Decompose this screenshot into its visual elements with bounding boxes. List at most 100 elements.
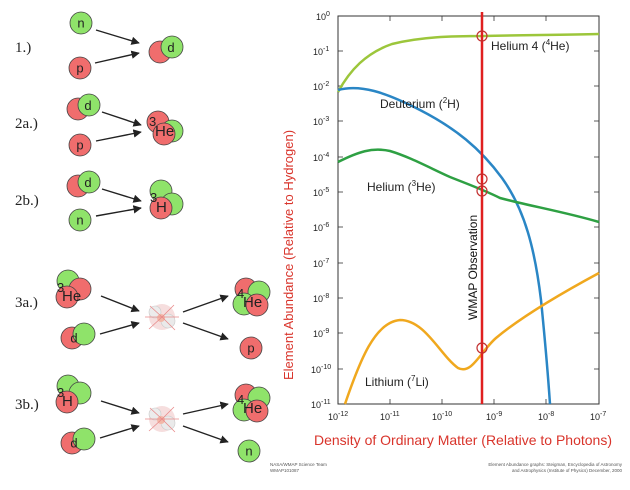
neutron-particle xyxy=(237,439,261,463)
y-tick-label: 10-11 xyxy=(311,399,331,410)
collision-burst xyxy=(145,304,179,331)
helium4-label: Helium 4 (4He) xyxy=(491,38,569,53)
wmap-observation-label: WMAP Observation xyxy=(466,215,480,320)
neutron-particle xyxy=(72,322,96,346)
particle-label: n xyxy=(77,16,84,31)
product-superscript: 3 xyxy=(149,114,156,129)
y-tick-base: 10 xyxy=(311,400,321,410)
reaction-2b: 2b.) d n 3 H xyxy=(15,170,184,232)
particle-label: p xyxy=(76,61,83,76)
lithium7-curve xyxy=(343,271,600,405)
reaction-arrow xyxy=(182,322,229,341)
abundance-chart: 100 10-1 10-2 10-3 10-4 10-5 10-6 10-7 1… xyxy=(281,11,612,448)
reaction-arrow xyxy=(99,424,140,439)
y-tick-exponent: -6 xyxy=(323,222,329,229)
x-tick-label: 10-11 xyxy=(380,411,400,422)
y-tick-base: 10 xyxy=(313,223,323,233)
y-tick-exponent: -10 xyxy=(321,364,331,371)
y-tick-exponent: -8 xyxy=(323,293,329,300)
reaction-arrow xyxy=(95,129,142,142)
y-tick-base: 10 xyxy=(313,329,323,339)
reaction-label-2b: 2b.) xyxy=(15,193,39,209)
neutron-particle xyxy=(69,11,93,35)
y-tick-base: 10 xyxy=(313,82,323,92)
product-label: d xyxy=(167,40,174,55)
y-axis-title: Element Abundance (Relative to Hydrogen) xyxy=(281,130,296,380)
y-tick-exponent: -1 xyxy=(323,46,329,53)
reaction-3a: 3a.) 3 He d 4 He p xyxy=(15,269,271,360)
particle-superscript: 3 xyxy=(57,280,64,295)
y-tick-label: 10-3 xyxy=(313,116,329,127)
helium4-curve xyxy=(336,32,600,93)
y-tick-base: 10 xyxy=(313,117,323,127)
y-tick-base: 10 xyxy=(313,188,323,198)
x-tick-base: 10 xyxy=(328,412,338,422)
particle-label: d xyxy=(84,98,91,113)
reaction-arrow xyxy=(101,111,142,127)
y-tick-label: 10-4 xyxy=(313,152,329,163)
reaction-label-1: 1.) xyxy=(15,40,31,56)
y-tick-base: 10 xyxy=(313,259,323,269)
credit-right-line2: and Astrophysics (Institute of Physics) … xyxy=(512,468,623,473)
x-tick-label: 10-12 xyxy=(328,411,348,422)
proton-particle xyxy=(68,133,92,157)
particle-label: He xyxy=(62,288,81,305)
observation-marker xyxy=(476,342,488,354)
curve-name: Helium 4 ( xyxy=(491,39,546,53)
reaction-label-2a: 2a.) xyxy=(15,116,38,132)
particle-superscript: 3 xyxy=(57,385,64,400)
collision-burst xyxy=(145,406,179,433)
product-label: H xyxy=(156,199,167,216)
particle-label: d xyxy=(70,436,77,451)
y-tick-label: 10-1 xyxy=(313,46,329,57)
reaction-arrow xyxy=(100,295,140,313)
y-tick-exponent: 0 xyxy=(326,11,330,18)
reaction-1: 1.) n p d xyxy=(15,11,184,80)
x-tick-exponent: -11 xyxy=(390,411,400,418)
y-tick-label: 10-5 xyxy=(313,187,329,198)
observation-marker xyxy=(476,173,488,185)
x-tick-base: 10 xyxy=(590,412,600,422)
y-tick-base: 10 xyxy=(316,12,326,22)
curve-tail: He) xyxy=(550,39,569,53)
curve-tail: He) xyxy=(416,180,435,194)
credit-left-line2: WMAP101087 xyxy=(270,468,300,473)
reaction-arrow xyxy=(182,294,229,313)
proton-particle xyxy=(55,285,79,309)
y-tick-exponent: -4 xyxy=(323,152,329,159)
x-tick-base: 10 xyxy=(380,412,390,422)
reaction-arrow xyxy=(94,50,140,64)
particle-label: p xyxy=(76,138,83,153)
x-tick-base: 10 xyxy=(538,412,548,422)
proton-particle xyxy=(239,336,263,360)
y-tick-base: 10 xyxy=(313,294,323,304)
reaction-arrow xyxy=(101,188,142,203)
credit-right-line1: Element Abundance graphs: Steigman, Ency… xyxy=(488,462,622,467)
proton-particle xyxy=(245,399,269,423)
x-axis-title: Density of Ordinary Matter (Relative to … xyxy=(314,432,612,448)
y-tick-exponent: -5 xyxy=(323,187,329,194)
y-tick-label: 10-7 xyxy=(313,258,329,269)
neutron-particle xyxy=(77,170,101,194)
reaction-label-3b: 3b.) xyxy=(15,397,39,413)
product-label: He xyxy=(243,294,262,311)
reaction-arrow xyxy=(100,400,140,415)
curve-name: Deuterium ( xyxy=(380,97,443,111)
y-tick-base: 10 xyxy=(313,47,323,57)
proton-particle xyxy=(245,293,269,317)
particle-label: n xyxy=(245,444,252,459)
neutron-particle xyxy=(160,35,184,59)
reaction-2a: 2a.) d p 3 He xyxy=(15,93,184,157)
deuterium-curve xyxy=(337,86,552,405)
x-tick-exponent: -8 xyxy=(548,411,554,418)
observation-marker xyxy=(476,30,488,42)
y-tick-exponent: -11 xyxy=(321,399,331,406)
curve-superscript: 3 xyxy=(412,179,417,188)
observation-marker xyxy=(476,185,488,197)
product-superscript: 4 xyxy=(237,392,244,407)
product-superscript: 4 xyxy=(237,286,244,301)
y-tick-exponent: -2 xyxy=(323,81,329,88)
x-tick-exponent: -12 xyxy=(338,411,348,418)
product-label: He xyxy=(243,400,262,417)
